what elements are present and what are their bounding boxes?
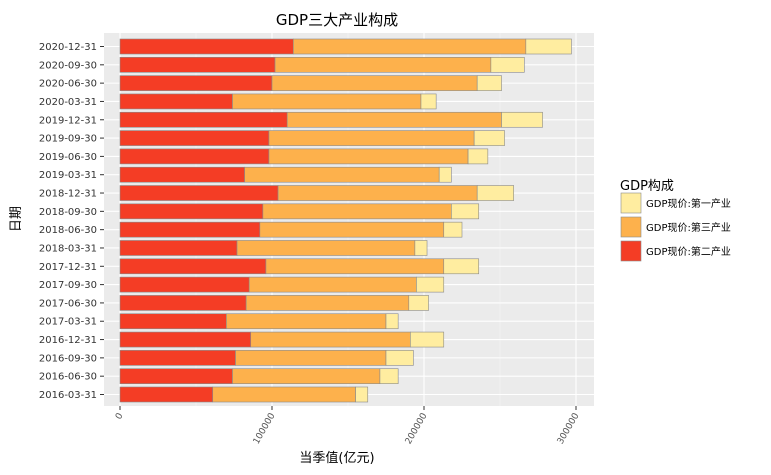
bar-segment [232, 93, 422, 110]
bar-segment [119, 276, 250, 293]
bar-segment [236, 240, 416, 256]
bar-segment [119, 240, 238, 256]
x-tick-label: 200000 [404, 411, 430, 446]
bar-segment [443, 221, 463, 238]
bar-segment [490, 57, 525, 73]
bar-segment [212, 386, 356, 403]
y-tick-label: 2019-12-31 [39, 115, 97, 126]
bar-segment [226, 313, 387, 330]
y-tick-label: 2019-06-30 [39, 152, 97, 163]
bar-segment [119, 368, 233, 384]
y-tick-label: 2020-03-31 [39, 97, 97, 108]
legend-label: GDP现价:第二产业 [646, 245, 731, 258]
bar-segment [277, 185, 478, 201]
y-tick-label: 2018-09-30 [39, 207, 97, 218]
bar-segment [119, 386, 214, 403]
bar-segment [501, 111, 543, 128]
bar-segment [248, 276, 417, 293]
x-tick-label: 300000 [556, 411, 582, 446]
y-axis-title: 日期 [9, 206, 24, 232]
y-tick-label: 2017-09-30 [39, 280, 97, 291]
bar-segment [119, 185, 279, 201]
bar-segment [443, 258, 480, 275]
bar-segment [119, 93, 233, 110]
y-tick-label: 2019-09-30 [39, 134, 97, 145]
x-tick-label: 0 [114, 411, 126, 421]
bar-segment [438, 166, 452, 183]
bar-segment [119, 75, 273, 91]
legend-swatch [620, 216, 642, 238]
x-axis-title: 当季值(亿元) [299, 450, 374, 466]
bar-segment [250, 331, 411, 348]
y-axis-ticks: 2016-03-31 2016-06-30 2016-09-30 2016-12-31… [39, 42, 104, 401]
bar-segment [119, 111, 288, 128]
y-tick-label: 2020-09-30 [39, 60, 97, 71]
bar-segment [119, 258, 267, 275]
legend-swatch [620, 240, 642, 262]
bar-segment [416, 276, 445, 293]
bar-segment [286, 111, 502, 128]
bar-segment [119, 331, 252, 348]
legend-swatch [620, 192, 642, 214]
bar-segment [119, 350, 236, 366]
bar-segment [259, 221, 445, 238]
bar-segment [476, 185, 514, 201]
y-tick-label: 2020-06-30 [39, 79, 97, 90]
y-tick-label: 2016-12-31 [39, 335, 97, 346]
bar-segment [476, 75, 502, 91]
bar-segment [410, 331, 445, 348]
bar-segment [268, 130, 475, 146]
legend-title: GDP构成 [620, 179, 674, 194]
legend: GDP构成 GDP现价:第一产业 GDP现价:第三产业 GDP现价:第二产业 [620, 179, 731, 262]
bar-segment [119, 148, 270, 165]
bar-segment [473, 130, 505, 146]
bar-segment [119, 313, 227, 330]
bar-segment [119, 166, 245, 183]
legend-label: GDP现价:第三产业 [646, 221, 731, 234]
y-tick-label: 2017-03-31 [39, 317, 97, 328]
bar-segment [119, 295, 247, 311]
y-tick-label: 2018-12-31 [39, 189, 97, 200]
bar-segment [525, 38, 572, 55]
bar-segment [119, 57, 276, 73]
bar-segment [385, 313, 399, 330]
x-tick-label: 100000 [252, 411, 278, 446]
bar-segment [292, 38, 527, 55]
bar-segment [232, 368, 381, 384]
y-tick-label: 2018-03-31 [39, 243, 97, 254]
bar-segment [119, 130, 270, 146]
bar-segment [420, 93, 437, 110]
bar-segment [408, 295, 429, 311]
y-tick-label: 2019-03-31 [39, 170, 97, 181]
y-tick-label: 2017-12-31 [39, 262, 97, 273]
bar-segment [268, 148, 469, 165]
bar-segment [245, 295, 410, 311]
bar-segment [265, 258, 445, 275]
bar-segment [379, 368, 399, 384]
y-tick-label: 2020-12-31 [39, 42, 97, 53]
y-tick-label: 2016-06-30 [39, 372, 97, 383]
bar-segment [119, 38, 294, 55]
y-tick-label: 2018-06-30 [39, 225, 97, 236]
bar-segment [467, 148, 489, 165]
bar-segment [385, 350, 414, 366]
y-tick-label: 2016-09-30 [39, 353, 97, 364]
bars [119, 38, 572, 403]
y-tick-label: 2017-06-30 [39, 298, 97, 309]
bar-segment [235, 350, 387, 366]
bar-segment [119, 203, 264, 220]
x-axis-ticks: 0 100000 200000 300000 [114, 406, 582, 446]
bar-segment [414, 240, 428, 256]
y-tick-label: 2016-03-31 [39, 390, 97, 401]
legend-label: GDP现价:第一产业 [646, 197, 731, 210]
bar-segment [271, 75, 478, 91]
bar-segment [262, 203, 452, 220]
bar-segment [119, 221, 261, 238]
bar-segment [274, 57, 492, 73]
bar-segment [451, 203, 480, 220]
bar-segment [244, 166, 440, 183]
chart-title: GDP三大产业构成 [276, 11, 398, 29]
bar-segment [355, 386, 369, 403]
